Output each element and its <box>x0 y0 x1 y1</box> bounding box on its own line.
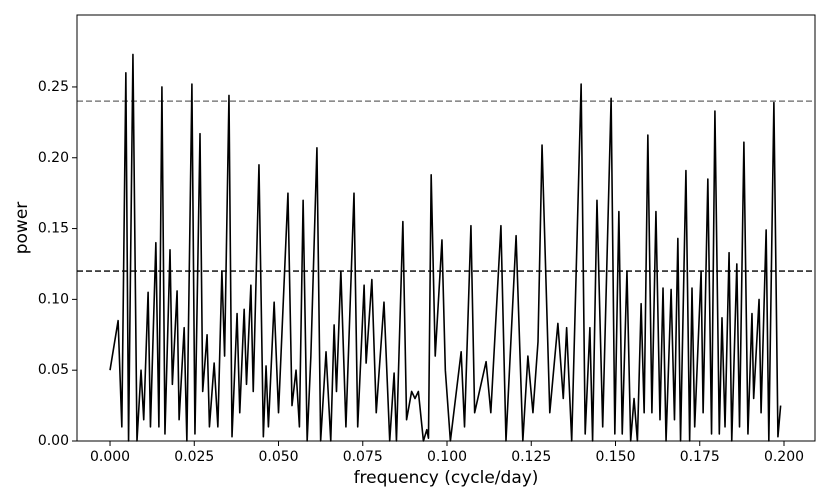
y-tick-label: 0.00 <box>38 433 69 449</box>
x-tick-label: 0.150 <box>595 449 635 465</box>
x-tick-label: 0.025 <box>174 449 214 465</box>
y-tick-label: 0.10 <box>38 291 69 307</box>
plot-frame <box>76 14 816 442</box>
x-tick-label: 0.200 <box>764 449 804 465</box>
x-axis-label: frequency (cycle/day) <box>354 468 539 488</box>
y-tick-label: 0.20 <box>38 150 69 166</box>
x-tick-label: 0.000 <box>90 449 130 465</box>
y-tick-label: 0.25 <box>38 79 69 95</box>
x-tick-label: 0.125 <box>511 449 551 465</box>
x-tick-label: 0.100 <box>427 449 467 465</box>
y-tick-label: 0.15 <box>38 221 69 237</box>
line <box>109 53 782 442</box>
y-tick-label: 0.05 <box>38 362 69 378</box>
x-tick-label: 0.050 <box>258 449 298 465</box>
x-tick-label: 0.175 <box>680 449 720 465</box>
x-tick-label: 0.075 <box>343 449 383 465</box>
y-axis-label: power <box>12 202 32 255</box>
